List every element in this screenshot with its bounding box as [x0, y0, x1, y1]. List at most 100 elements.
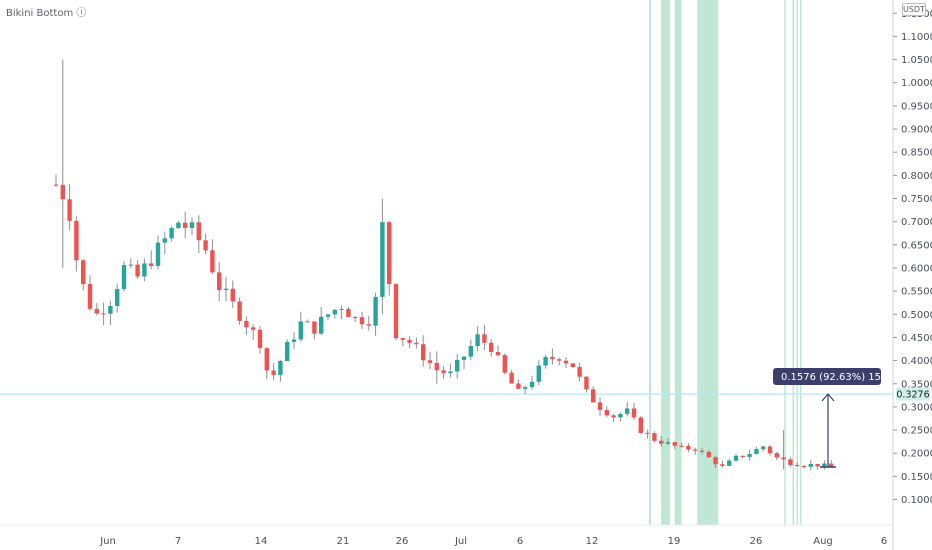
candle-body [761, 446, 766, 450]
candle-body [584, 376, 589, 390]
price-tag-background [896, 387, 930, 401]
highlight-zones [648, 0, 802, 525]
candle-body [597, 402, 603, 411]
candle-body [611, 415, 616, 418]
candle-body [332, 309, 337, 315]
candle-body [339, 308, 344, 310]
candle-body [516, 383, 521, 389]
candle-body [149, 263, 154, 266]
candle-body [808, 463, 813, 467]
candle-body [781, 457, 786, 460]
candle-body [529, 381, 535, 388]
candle-body [285, 341, 290, 361]
price-tag-value: 0.3276 [896, 389, 929, 400]
candle-body [353, 317, 358, 319]
candle-body [87, 284, 93, 309]
candle-body [176, 222, 181, 229]
candle-body [203, 240, 208, 251]
price-tick-label: 0.9500 [901, 101, 932, 112]
candle-body [305, 321, 310, 323]
candle-body [795, 464, 800, 467]
candle-body [366, 324, 371, 326]
candle-body [257, 329, 263, 349]
candle-body [829, 463, 834, 467]
measure-label-box [773, 368, 881, 386]
candle-body [421, 344, 426, 361]
measure-arrow-head [821, 393, 835, 402]
candle-body [461, 356, 467, 360]
candle-body [455, 359, 460, 372]
currency-selector-button[interactable]: USDT [902, 3, 926, 16]
candle-body [251, 327, 256, 330]
candle-body [346, 308, 351, 318]
candle-body [81, 260, 86, 285]
candle-body [495, 352, 501, 356]
candle-body [441, 370, 446, 374]
candle-body [108, 305, 113, 314]
time-tick-label: 6 [517, 536, 523, 547]
candle-body [570, 363, 575, 368]
candle-body [230, 288, 235, 302]
time-tick-label: Aug [813, 536, 833, 547]
candle-body [502, 355, 507, 373]
candle-body [822, 463, 827, 467]
candle-body [543, 356, 548, 366]
candle-body [767, 446, 773, 454]
candle-body [713, 457, 718, 465]
time-tick-label: 7 [175, 536, 181, 547]
candle-body [60, 184, 65, 200]
candle-body [720, 464, 725, 466]
candle-body [189, 222, 195, 228]
candle-body [672, 442, 677, 446]
candle-body [733, 455, 739, 461]
candle-body [563, 360, 569, 364]
candle-body [128, 264, 133, 266]
candle-body [135, 264, 140, 277]
candle-body [101, 313, 106, 315]
candle-body [665, 442, 671, 444]
price-tick-label: 1.0000 [901, 78, 932, 89]
price-range-measure: 0.1576 (92.63%) 1576 [773, 368, 894, 468]
candle-body [271, 370, 276, 375]
candle-body [557, 359, 562, 361]
highlight-zone [648, 0, 651, 525]
candle-body [393, 284, 399, 339]
candle-body [434, 362, 439, 371]
candle-body [162, 238, 167, 243]
candle-body [482, 334, 487, 343]
candle-body [325, 314, 331, 317]
candle-body [699, 450, 705, 452]
candle-body [740, 455, 745, 457]
candle-body [801, 466, 807, 468]
candle-body [210, 250, 215, 273]
candle-body [223, 288, 229, 291]
highlight-zone [697, 0, 719, 525]
time-tick-label: 21 [337, 536, 350, 547]
candle-body [747, 454, 752, 457]
candle-body [359, 317, 365, 325]
candle-body [427, 360, 433, 363]
candle-body [373, 296, 378, 326]
candle-body [53, 184, 59, 186]
candle-body [448, 371, 453, 374]
candle-body [475, 334, 480, 347]
candlesticks [53, 59, 834, 471]
time-tick-label: Jun [99, 536, 116, 547]
price-tag: 0.3276 [896, 387, 930, 401]
highlight-zone [796, 0, 799, 525]
candle-body [264, 348, 269, 371]
highlight-zone [792, 0, 794, 525]
